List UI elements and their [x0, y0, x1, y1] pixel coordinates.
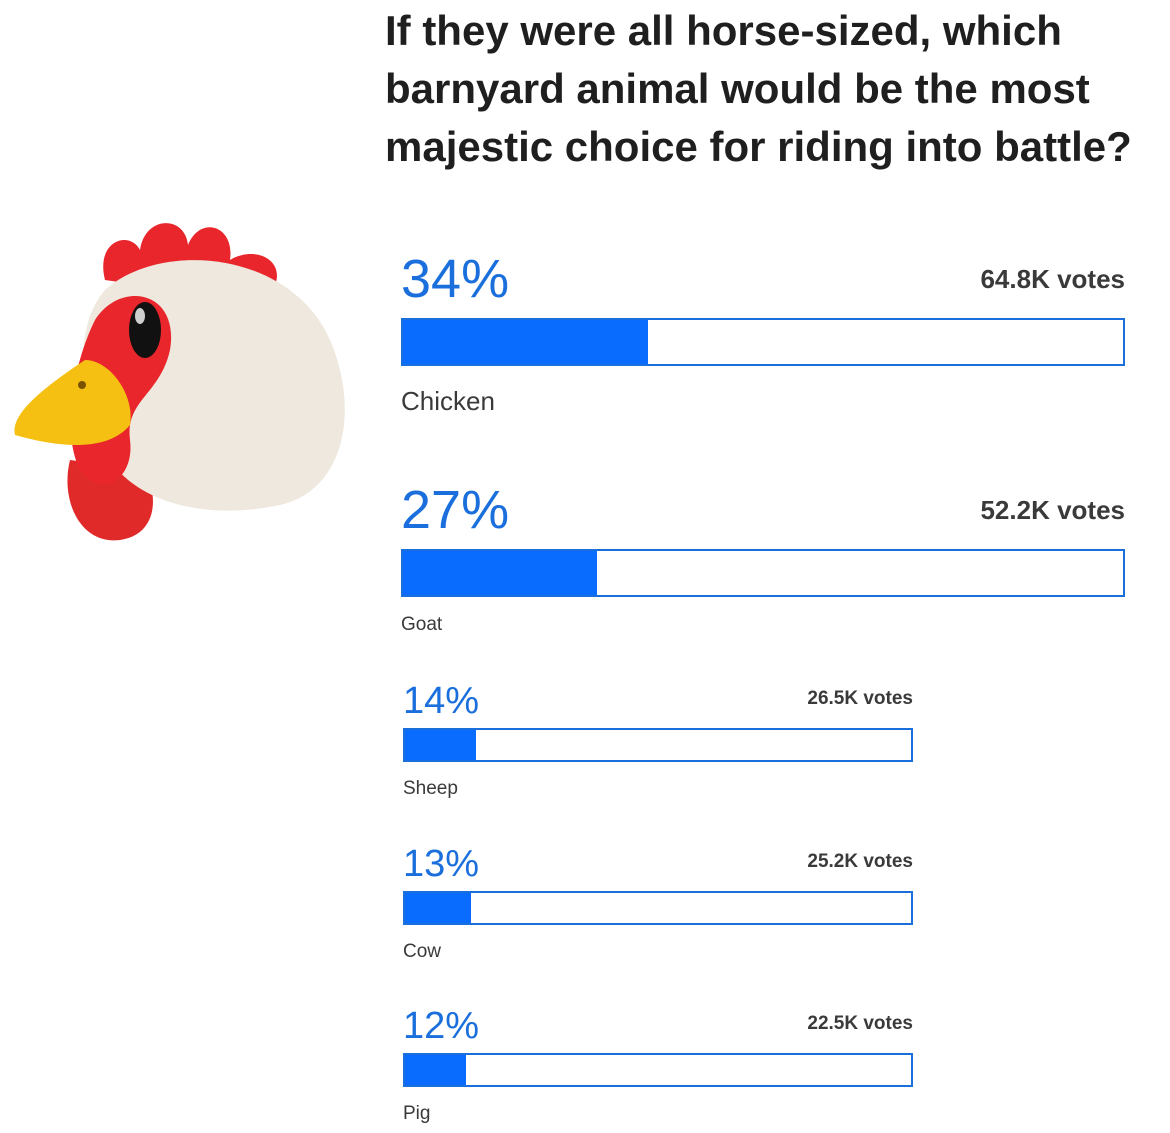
option-bar-fill [405, 893, 471, 923]
option-percent: 27% [401, 480, 510, 540]
option-label: Cow [403, 941, 442, 962]
option-percent: 13% [403, 843, 480, 885]
option-bar-fill [403, 320, 648, 364]
option-bar-fill [405, 730, 476, 760]
option-percent: 12% [403, 1005, 480, 1047]
option-votes: 52.2K votes [980, 495, 1125, 525]
option-votes: 25.2K votes [807, 851, 913, 872]
chicken-emoji-icon [14, 223, 345, 541]
option-votes: 64.8K votes [980, 264, 1125, 294]
option-label: Goat [401, 614, 443, 635]
option-bar [401, 318, 1125, 366]
option-label: Pig [403, 1103, 431, 1124]
option-bar [401, 549, 1125, 597]
option-bar [403, 728, 913, 762]
option-label: Chicken [401, 386, 495, 416]
option-votes: 26.5K votes [807, 688, 913, 709]
option-bar [403, 891, 913, 925]
option-votes: 22.5K votes [807, 1013, 913, 1034]
option-percent: 14% [403, 680, 480, 722]
option-label: Sheep [403, 778, 458, 799]
option-bar-fill [403, 551, 598, 595]
option-bar-fill [405, 1055, 466, 1085]
poll-question: If they were all horse-sized, which barn… [385, 7, 1132, 170]
option-percent: 34% [401, 249, 510, 309]
option-bar [403, 1053, 913, 1087]
